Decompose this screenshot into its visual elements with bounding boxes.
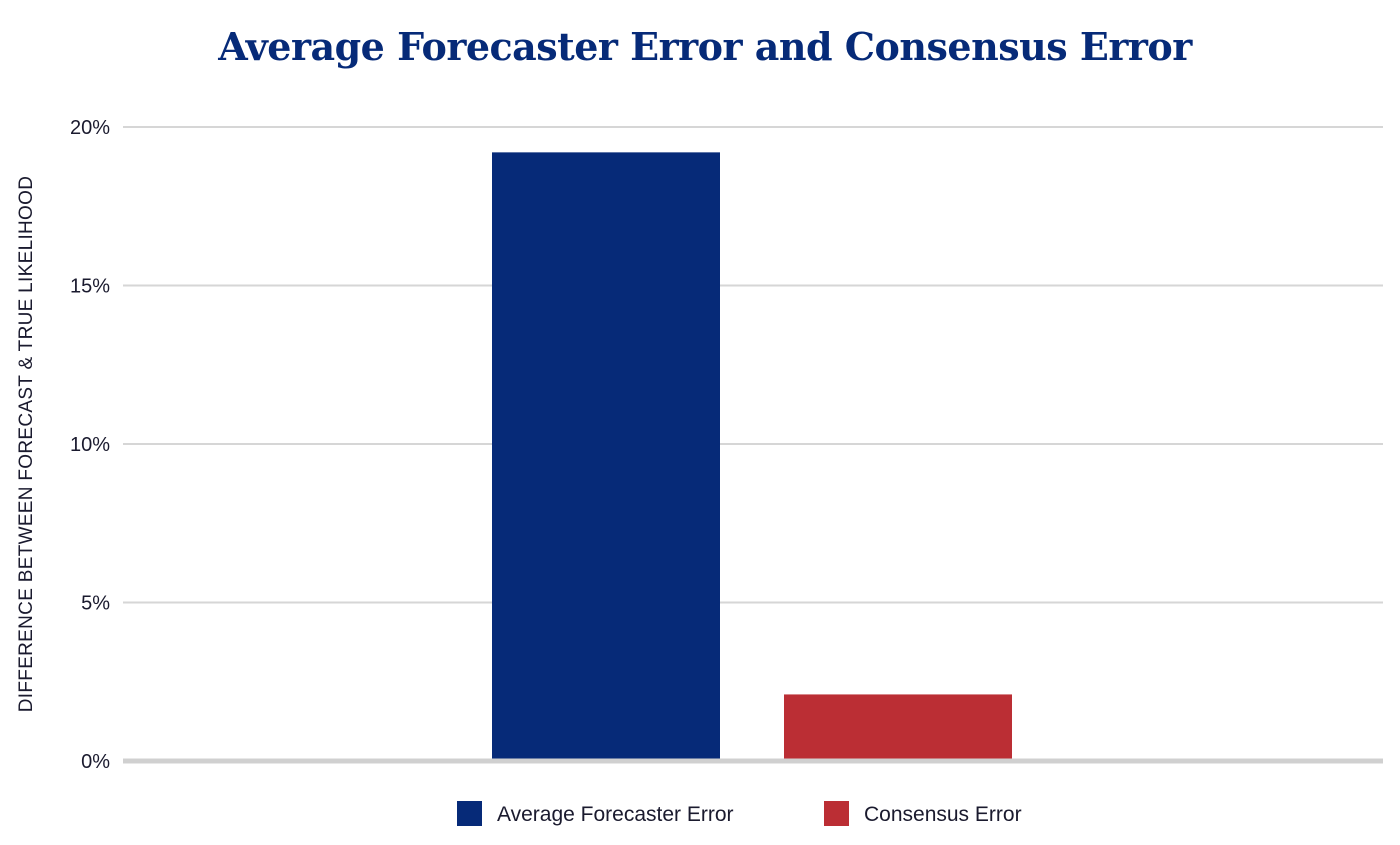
y-tick-label: 0%: [81, 751, 110, 773]
y-tick-label: 15%: [70, 276, 110, 298]
legend-swatch: [457, 801, 482, 826]
bars: [492, 152, 1012, 760]
chart-title: Average Forecaster Error and Consensus E…: [217, 24, 1193, 69]
y-axis-ticks: 0% 5% 10% 15% 20%: [70, 117, 110, 773]
legend-item: Consensus Error: [824, 801, 1022, 826]
legend: Average Forecaster Error Consensus Error: [457, 801, 1022, 826]
y-tick-label: 5%: [81, 593, 110, 615]
legend-label: Average Forecaster Error: [497, 803, 734, 826]
y-axis-label: DIFFERENCE BETWEEN FORECAST & TRUE LIKEL…: [16, 176, 37, 712]
grid-lines: [123, 126, 1383, 604]
legend-item: Average Forecaster Error: [457, 801, 734, 826]
legend-swatch: [824, 801, 849, 826]
y-tick-label: 20%: [70, 117, 110, 139]
bar-consensus-error: [784, 694, 1012, 759]
bar-average-forecaster-error: [492, 152, 720, 760]
legend-label: Consensus Error: [864, 803, 1022, 826]
y-tick-label: 10%: [70, 434, 110, 456]
